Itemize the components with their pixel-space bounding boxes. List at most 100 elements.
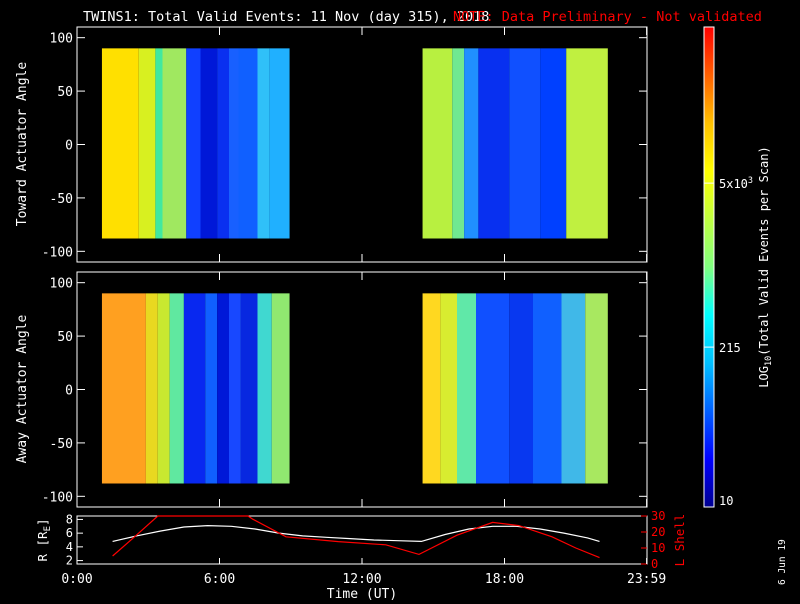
toward-segment-1-band-6 — [566, 48, 608, 239]
chart-title: TWINS1: Total Valid Events: 11 Nov (day … — [83, 9, 489, 25]
away-segment-1-band-6 — [561, 293, 586, 484]
away-heatmap-segments — [101, 293, 608, 484]
toward-segment-0-band-8 — [238, 48, 258, 239]
time-axis-label: Time (UT) — [327, 587, 397, 600]
radius-axis-label: R [RE] — [35, 518, 53, 561]
toward-segment-1-band-2 — [464, 48, 479, 239]
away-segment-0-band-9 — [257, 293, 272, 484]
toward-segment-0-band-2 — [155, 48, 163, 239]
radius-axis-label-close: ] — [35, 518, 50, 526]
colorbar-label: LOG10(Total Valid Events per Scan) — [757, 146, 774, 387]
colorbar-label-post: (Total Valid Events per Scan) — [757, 146, 771, 356]
orbit-lines — [112, 515, 600, 559]
lshell-line — [112, 515, 600, 559]
away-segment-0-band-5 — [205, 293, 218, 484]
toward-ytick-label: 0 — [65, 139, 73, 154]
toward-segment-1-band-5 — [540, 48, 567, 239]
time-xtick-label: 12:00 — [342, 572, 381, 587]
away-segment-0-band-3 — [169, 293, 184, 484]
colorbar-label-sub: 10 — [764, 356, 774, 366]
radius-ytick-label: 4 — [66, 540, 73, 554]
lshell-ytick-label: 20 — [651, 525, 665, 539]
lshell-ytick-label: 0 — [651, 557, 658, 571]
radius-axis-label-sub: E — [43, 526, 53, 531]
render-date: 6 Jun 19 — [777, 539, 788, 585]
toward-segment-0-band-9 — [257, 48, 270, 239]
toward-heatmap-segments — [101, 48, 608, 239]
toward-y-ticks: 100 50 0 -50 -100 — [42, 27, 648, 262]
away-segment-0-band-0 — [101, 293, 146, 484]
away-segment-0-band-7 — [229, 293, 241, 484]
away-ytick-label: 0 — [65, 384, 73, 399]
orbit-panel-frame — [76, 515, 648, 565]
away-segment-0-band-6 — [217, 293, 230, 484]
toward-segment-1-band-1 — [452, 48, 465, 239]
away-y-label: Away Actuator Angle — [15, 314, 30, 463]
toward-ytick-label: -50 — [50, 192, 73, 207]
toward-ytick-label: -100 — [42, 245, 73, 260]
away-ytick-label: 100 — [50, 277, 73, 292]
colorbar-tick-base: 215 — [719, 341, 741, 355]
time-xtick-label: 23:59 — [627, 572, 666, 587]
radius-ytick-label: 6 — [66, 526, 73, 540]
away-panel: 100 50 0 -50 -100 Away Actuator Angle — [15, 271, 648, 508]
away-segment-1-band-7 — [585, 293, 608, 484]
toward-segment-1-band-4 — [509, 48, 541, 239]
colorbar-tick-label: 105 — [719, 25, 739, 40]
toward-segment-0-band-4 — [186, 48, 201, 239]
away-segment-0-band-2 — [157, 293, 170, 484]
toward-segment-0-band-3 — [162, 48, 187, 239]
colorbar-tick-base: 10 — [719, 26, 733, 40]
toward-segment-0-band-10 — [269, 48, 290, 239]
away-segment-1-band-3 — [476, 293, 510, 484]
toward-segment-0-band-5 — [200, 48, 218, 239]
lshell-axis-label: L Shell — [672, 514, 687, 567]
toward-panel: 100 50 0 -50 -100 Toward Actuator Angle — [15, 26, 648, 263]
toward-segment-1-band-3 — [478, 48, 510, 239]
toward-segment-1-band-0 — [422, 48, 453, 239]
radius-ytick-label: 8 — [66, 512, 73, 526]
preliminary-note: NOTE: Data Preliminary - Not validated — [453, 9, 762, 25]
time-xtick-label: 18:00 — [485, 572, 524, 587]
away-ytick-label: -100 — [42, 490, 73, 505]
colorbar-tick-label: 5x103 — [719, 176, 753, 191]
colorbar-gradient — [703, 26, 715, 508]
colorbar-tick-exponent: 3 — [748, 176, 753, 186]
toward-y-label: Toward Actuator Angle — [15, 62, 30, 227]
away-segment-0-band-10 — [271, 293, 290, 484]
away-segment-1-band-4 — [509, 293, 533, 484]
away-y-ticks: 100 50 0 -50 -100 — [42, 272, 648, 507]
away-ytick-label: 50 — [57, 330, 73, 345]
colorbar-tick-exponent: 5 — [733, 25, 738, 35]
away-segment-1-band-0 — [422, 293, 441, 484]
toward-segment-0-band-1 — [138, 48, 156, 239]
away-segment-1-band-5 — [533, 293, 562, 484]
colorbar-tick-base: 5x10 — [719, 177, 748, 191]
colorbar-tick-base: 10 — [719, 494, 733, 508]
away-segment-0-band-1 — [145, 293, 158, 484]
colorbar-tick-label: 215 — [719, 341, 741, 355]
lshell-ytick-label: 10 — [651, 541, 665, 555]
away-segment-1-band-1 — [440, 293, 457, 484]
toward-ytick-label: 50 — [57, 85, 73, 100]
toward-ytick-label: 100 — [50, 32, 73, 47]
time-xtick-label: 6:00 — [204, 572, 235, 587]
toward-segment-0-band-6 — [217, 48, 230, 239]
radius-line — [112, 524, 600, 543]
colorbar-label-pre: LOG — [757, 366, 771, 388]
away-segment-1-band-2 — [457, 293, 476, 484]
radius-ytick-label: 2 — [66, 554, 73, 568]
away-segment-0-band-4 — [183, 293, 206, 484]
away-ytick-label: -50 — [50, 437, 73, 452]
time-xtick-label: 0:00 — [61, 572, 92, 587]
radius-axis-label-text: R [R — [35, 531, 50, 562]
colorbar-tick-label: 10 — [719, 494, 733, 508]
toward-segment-0-band-0 — [101, 48, 139, 239]
away-segment-0-band-8 — [240, 293, 258, 484]
